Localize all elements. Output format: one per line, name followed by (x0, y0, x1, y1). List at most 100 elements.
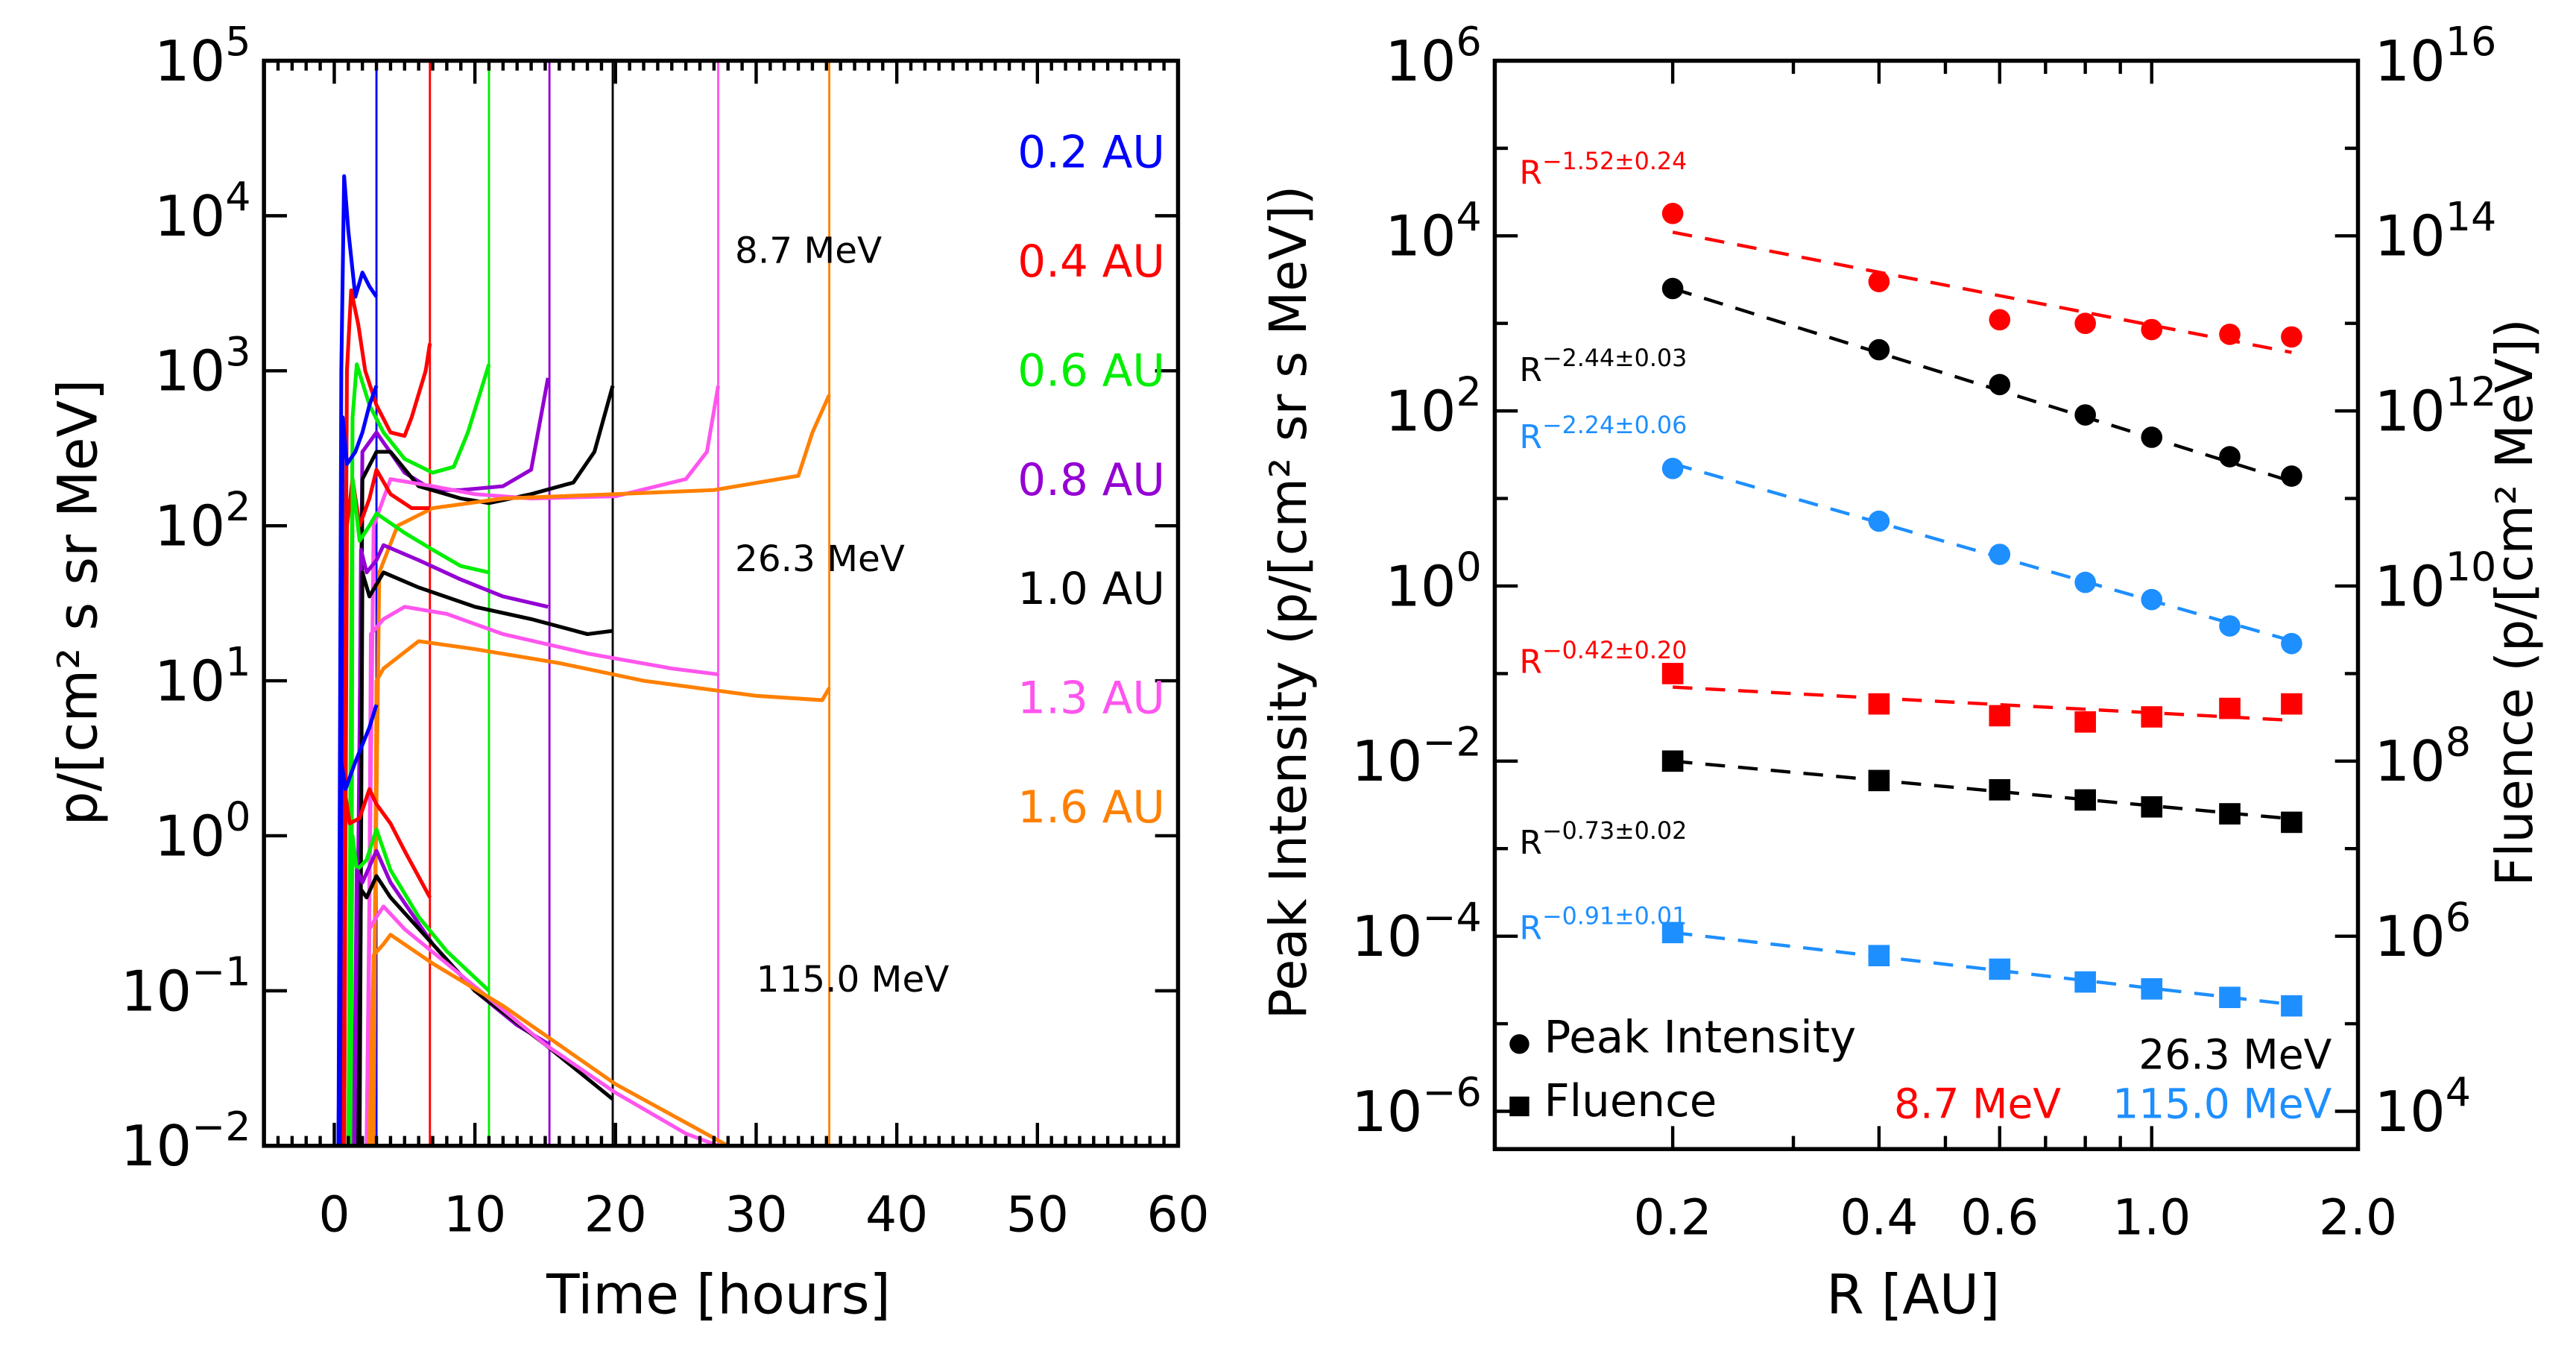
y-tick-label-right: 104 (2375, 1068, 2472, 1144)
fit-label-exponent: −2.44±0.03 (1542, 345, 1687, 372)
data-point-peak (1989, 544, 2011, 565)
y-tick-label: 103 (154, 328, 251, 404)
data-point-fluence (2281, 995, 2302, 1017)
data-point-fluence (2074, 711, 2096, 733)
y-tick-label-base: 10 (154, 184, 225, 249)
series-line-1150MeV-02AU (336, 704, 379, 1146)
data-point-peak (1989, 309, 2011, 331)
x-tick-label: 20 (584, 1185, 647, 1243)
legend-item: 0.8 AU (1017, 455, 1165, 506)
y-tick-label-right-exponent: 12 (2446, 368, 2497, 415)
series-line-263MeV-04AU (342, 467, 430, 1146)
y-tick-label-exponent: −2 (1422, 719, 1481, 766)
y-tick-label: 102 (154, 483, 251, 559)
series-line-263MeV-13AU (366, 605, 719, 1146)
y-tick-label-base: 10 (1351, 729, 1422, 794)
fit-label: R−0.42±0.20 (1519, 637, 1687, 681)
fit-label: R−2.44±0.03 (1519, 345, 1687, 389)
x-axis-label: Time [hours] (546, 1264, 891, 1326)
data-point-fluence (2281, 811, 2302, 834)
y-tick-label-base: 10 (1385, 554, 1456, 619)
y-tick-label-right: 108 (2375, 719, 2472, 795)
x-tick-label: 10 (443, 1185, 506, 1243)
y-tick-label-right-exponent: 16 (2446, 18, 2497, 65)
fit-label: R−0.73±0.02 (1519, 818, 1687, 862)
fit-label-exponent: −0.73±0.02 (1542, 818, 1687, 845)
legend-item: 0.6 AU (1017, 345, 1165, 397)
fit-line-peak-1150MeV (1672, 462, 2293, 643)
fit-label: R−2.24±0.06 (1519, 412, 1687, 456)
y-tick-label-right: 1010 (2375, 544, 2497, 620)
series-line-87MeV-06AU (346, 362, 491, 1146)
x-tick-label: 30 (724, 1185, 787, 1243)
y-tick-label-right-base: 10 (2375, 1080, 2446, 1144)
y-tick-label-right-exponent: 14 (2446, 193, 2497, 240)
energy-label: 8.7 MeV (735, 230, 882, 271)
data-point-fluence (1661, 750, 1684, 772)
fit-line-fluence-1150MeV (1672, 930, 2292, 1007)
fit-line-peak-263MeV (1672, 286, 2293, 483)
y-tick-label-exponent: −2 (192, 1103, 250, 1150)
y-tick-label-right-exponent: 6 (2446, 893, 2471, 940)
x-tick-label: 0 (318, 1185, 350, 1243)
y-tick-label-exponent: 0 (1456, 544, 1482, 591)
y-tick-label-base: 10 (154, 804, 225, 869)
data-point-peak (1989, 374, 2011, 396)
fit-label: R−1.52±0.24 (1519, 148, 1687, 192)
fit-label-exponent: −0.91±0.01 (1542, 904, 1687, 930)
legend-fluence-label: Fluence (1544, 1076, 1717, 1127)
fit-label-base: R (1519, 909, 1542, 947)
y-tick-label-base: 10 (1351, 1080, 1422, 1144)
legend-item: 1.3 AU (1017, 673, 1165, 725)
data-point-peak (2219, 446, 2241, 467)
y-tick-label: 10−2 (121, 1103, 251, 1180)
data-point-peak (1868, 271, 1890, 293)
data-point-fluence (1989, 705, 2011, 727)
data-point-peak (2141, 426, 2163, 448)
fit-label-base: R (1519, 418, 1542, 456)
plot-area (336, 60, 831, 1146)
data-point-peak (2074, 404, 2096, 426)
y-tick-label-exponent: −6 (1422, 1068, 1481, 1115)
fit-label-exponent: −1.52±0.24 (1542, 148, 1687, 175)
y-tick-label: 10−6 (1351, 1068, 1482, 1144)
legend-item: 1.0 AU (1017, 564, 1165, 615)
x-tick-label: 40 (865, 1185, 928, 1243)
data-point-fluence (1989, 958, 2011, 980)
data-point-peak (2141, 588, 2163, 611)
legend-peak-label: Peak Intensity (1544, 1012, 1856, 1063)
series-line-1150MeV-06AU (347, 827, 490, 1146)
data-point-fluence (1661, 663, 1684, 684)
data-point-fluence (2074, 789, 2096, 811)
data-point-peak (2219, 324, 2241, 345)
y-tick-label-right: 106 (2375, 893, 2472, 969)
y-tick-label-exponent: −1 (192, 948, 250, 995)
fit-label-exponent: −2.24±0.06 (1542, 412, 1687, 439)
series-line-1150MeV-13AU (364, 904, 719, 1146)
y-tick-label-base: 10 (154, 339, 225, 404)
y-tick-label-right: 1014 (2375, 193, 2497, 269)
series-line-87MeV-13AU (364, 385, 721, 1146)
y-tick-label-exponent: 2 (225, 483, 250, 530)
data-point-peak (1868, 338, 1890, 361)
y-tick-label-exponent: 6 (1456, 18, 1482, 65)
data-point-peak (2281, 465, 2302, 487)
data-point-peak (1661, 277, 1684, 300)
data-point-peak (2141, 318, 2163, 341)
y-tick-label-exponent: 1 (225, 638, 250, 685)
x-tick-label: 0.2 (1634, 1189, 1712, 1247)
series-line-263MeV-06AU (349, 477, 490, 1146)
series-line-1150MeV-04AU (342, 787, 432, 1146)
data-point-fluence (2141, 706, 2163, 728)
data-point-fluence (1868, 693, 1890, 715)
data-point-peak (2219, 615, 2241, 637)
fit-label-exponent: −0.42±0.20 (1542, 637, 1687, 664)
x-tick-label: 60 (1146, 1185, 1209, 1243)
y-tick-label-right-exponent: 4 (2446, 1068, 2471, 1115)
y-tick-label-right-base: 10 (2375, 554, 2446, 619)
energy-legend-item: 26.3 MeV (2138, 1030, 2332, 1078)
left-chart-time-profiles: 0 10 20 30 40 50 6010510410310210110010−110−2T… (48, 18, 1210, 1326)
data-point-fluence (2141, 978, 2163, 1000)
fit-label: R−0.91±0.01 (1519, 904, 1687, 948)
